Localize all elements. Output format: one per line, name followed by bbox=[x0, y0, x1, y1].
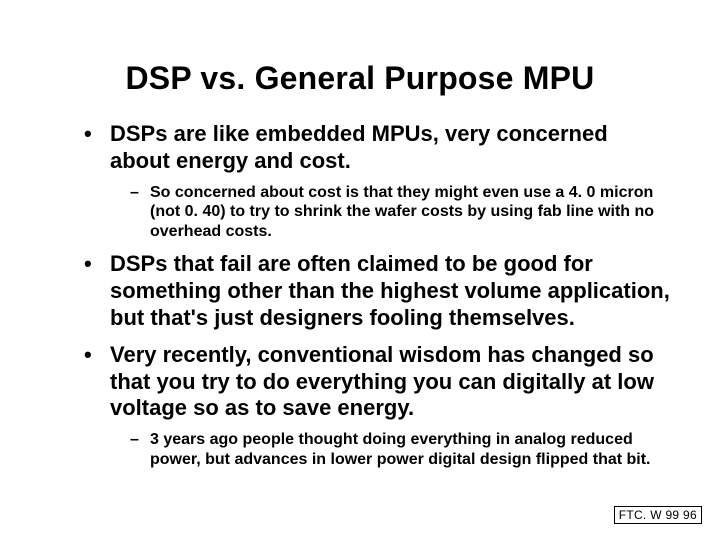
bullet-item: DSPs that fail are often claimed to be g… bbox=[90, 251, 670, 331]
bullet-text: DSPs are like embedded MPUs, very concer… bbox=[110, 121, 608, 173]
bullet-text: DSPs that fail are often claimed to be g… bbox=[110, 251, 670, 330]
slide: DSP vs. General Purpose MPU DSPs are lik… bbox=[0, 0, 720, 540]
sub-bullet-item: 3 years ago people thought doing everyth… bbox=[134, 430, 670, 469]
sub-bullet-list: 3 years ago people thought doing everyth… bbox=[110, 430, 670, 469]
sub-bullet-text: So concerned about cost is that they mig… bbox=[150, 184, 654, 240]
sub-bullet-text: 3 years ago people thought doing everyth… bbox=[150, 431, 651, 468]
bullet-list: DSPs are like embedded MPUs, very concer… bbox=[50, 121, 670, 469]
slide-footer: FTC. W 99 96 bbox=[614, 506, 702, 524]
bullet-item: Very recently, conventional wisdom has c… bbox=[90, 342, 670, 470]
sub-bullet-list: So concerned about cost is that they mig… bbox=[110, 183, 670, 242]
bullet-text: Very recently, conventional wisdom has c… bbox=[110, 342, 654, 421]
bullet-item: DSPs are like embedded MPUs, very concer… bbox=[90, 121, 670, 241]
sub-bullet-item: So concerned about cost is that they mig… bbox=[134, 183, 670, 242]
slide-title: DSP vs. General Purpose MPU bbox=[50, 60, 670, 97]
